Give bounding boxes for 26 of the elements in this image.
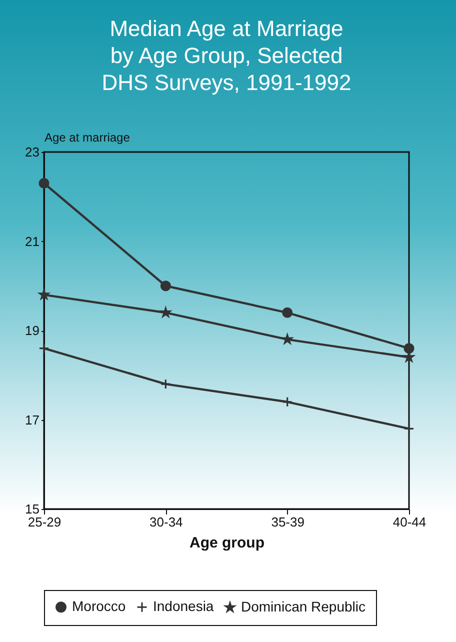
legend-label: Morocco [72, 598, 126, 614]
x-tick-label: 35-39 [271, 514, 304, 530]
x-axis-title: Age group [190, 534, 264, 552]
y-tick-label: 23 [25, 144, 40, 160]
point [160, 378, 171, 390]
point [404, 423, 414, 434]
x-tick-label: 40-44 [392, 514, 426, 530]
y-tick-label: 19 [25, 323, 40, 338]
point [160, 307, 171, 318]
point [404, 352, 414, 362]
y-tick-label: 21 [25, 234, 40, 249]
point [404, 343, 414, 354]
point [38, 290, 50, 300]
x-tick-label: 25-29 [28, 514, 62, 530]
point [160, 280, 171, 292]
y-axis-title: Age at marriage [44, 130, 130, 144]
legend-label: Indonesia [153, 598, 214, 614]
point [282, 307, 293, 318]
legend-label: Dominican Republic [241, 598, 366, 614]
point [282, 396, 293, 408]
y-tick-label: 15 [25, 502, 40, 516]
chart-title: Median Age at Marriage by Age Group, Selected DHS Surveys, 1991-1992 [102, 16, 352, 95]
point [38, 178, 50, 188]
y-tick-label: 17 [25, 412, 40, 428]
x-tick-label: 30-34 [150, 514, 183, 530]
point [38, 343, 50, 354]
